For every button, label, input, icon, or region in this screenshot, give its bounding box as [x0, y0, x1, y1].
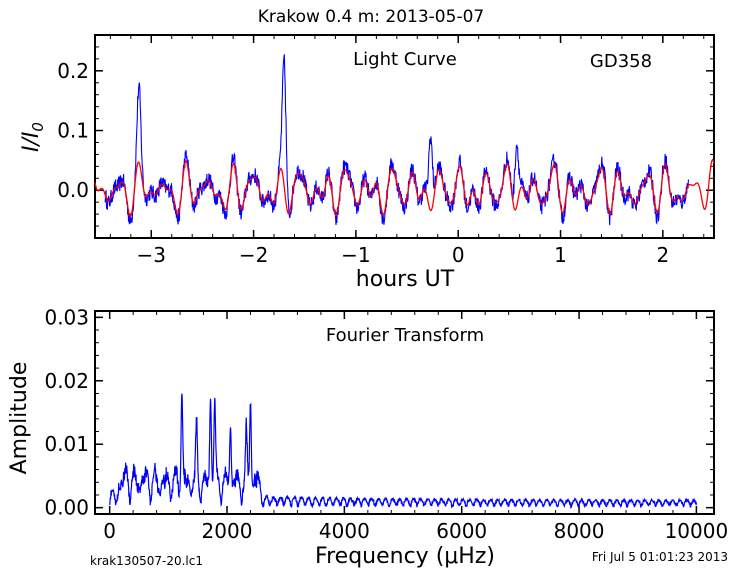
bottom-ytick-label: 0.03 — [44, 305, 89, 329]
fourier-spectrum-line — [109, 393, 697, 510]
bottom-ticks: 0 2000 4000 6000 8000 10000 0.00 0.01 0.02 0.03 — [44, 305, 728, 543]
top-xtick-label: 2 — [656, 243, 669, 267]
light-curve-annotation: Light Curve — [353, 49, 457, 70]
top-xtick-label: 1 — [554, 243, 567, 267]
filename-label: krak130507-20.lc1 — [90, 554, 203, 568]
top-ylabel: I/I0 — [19, 122, 47, 152]
top-ticks: −3 −2 −1 0 1 2 0.0 0.1 0.2 — [57, 34, 714, 267]
top-xtick-label: −3 — [137, 243, 166, 267]
top-ytick-label: 0.1 — [57, 119, 89, 143]
light-curve-model-line — [94, 158, 715, 218]
bottom-series — [109, 393, 697, 510]
star-name-annotation: GD358 — [590, 51, 652, 72]
top-series — [94, 54, 715, 226]
top-xtick-label: −2 — [239, 243, 268, 267]
bottom-xtick-label: 4000 — [319, 519, 370, 543]
fourier-panel: 0 2000 4000 6000 8000 10000 0.00 0.01 0.02 0.03 F… — [7, 305, 728, 569]
bottom-ytick-label: 0.02 — [44, 369, 89, 393]
bottom-xtick-label: 2000 — [202, 519, 253, 543]
chart-title: Krakow 0.4 m: 2013-05-07 — [257, 7, 485, 27]
top-xtick-label: −1 — [341, 243, 370, 267]
bottom-ylabel: Amplitude — [7, 362, 32, 475]
timestamp-label: Fri Jul 5 01:01:23 2013 — [591, 550, 728, 564]
bottom-xtick-label: 8000 — [554, 519, 605, 543]
bottom-xtick-label: 0 — [103, 519, 116, 543]
bottom-xlabel: Frequency (μHz) — [315, 544, 495, 569]
bottom-ytick-label: 0.01 — [44, 432, 89, 456]
bottom-xtick-label: 6000 — [436, 519, 487, 543]
top-axes-frame — [94, 34, 715, 239]
top-xtick-label: 0 — [452, 243, 465, 267]
fourier-annotation: Fourier Transform — [326, 325, 484, 346]
bottom-axes-frame — [94, 310, 715, 515]
bottom-ytick-label: 0.00 — [44, 496, 89, 520]
top-ytick-label: 0.2 — [57, 59, 89, 83]
top-xlabel: hours UT — [356, 267, 455, 292]
top-ytick-label: 0.0 — [57, 178, 89, 202]
bottom-xtick-label: 10000 — [665, 519, 729, 543]
light-curve-panel: −3 −2 −1 0 1 2 0.0 0.1 0.2 Light Curve GD358 hou… — [19, 34, 715, 292]
